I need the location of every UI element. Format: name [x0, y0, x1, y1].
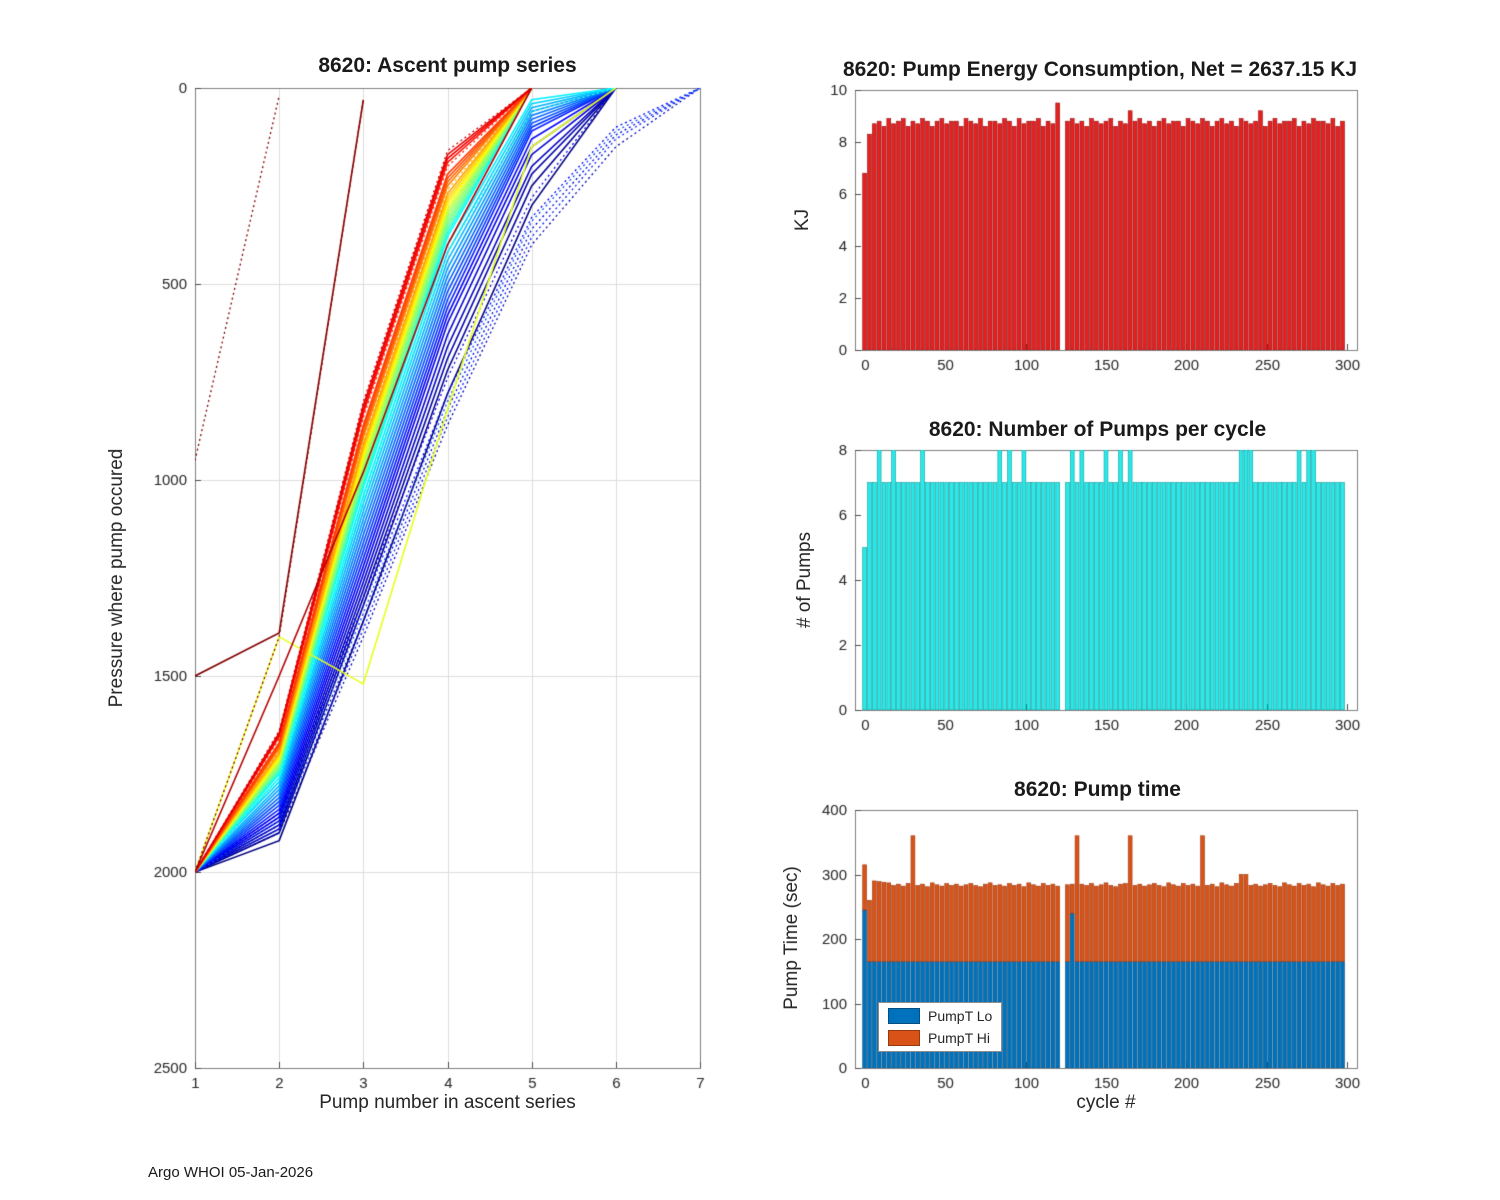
pumpt-lo-swatch-icon [888, 1008, 920, 1024]
figure-footer-text: Argo WHOI 05-Jan-2026 [148, 1164, 314, 1181]
pumptime-x-axis-label: cycle # [1076, 1092, 1136, 1113]
pumps-y-axis-label: # of Pumps [794, 531, 815, 629]
legend-item-pumpt-hi: PumpT Hi [888, 1030, 992, 1046]
energy-chart-canvas [795, 82, 1400, 382]
pumptime-legend: PumpT Lo PumpT Hi [878, 1002, 1003, 1052]
pumptime-chart-canvas [795, 802, 1400, 1102]
ascent-chart-title: 8620: Ascent pump series [318, 54, 577, 77]
pumptime-y-axis-label: Pump Time (sec) [781, 866, 802, 1010]
legend-item-pumpt-lo: PumpT Lo [888, 1008, 992, 1024]
ascent-y-axis-label: Pressure where pump occured [106, 448, 127, 708]
pumptime-chart-title: 8620: Pump time [1014, 778, 1181, 801]
pumps-chart-canvas [795, 442, 1400, 742]
energy-chart-title: 8620: Pump Energy Consumption, Net = 263… [842, 58, 1358, 81]
ascent-chart-canvas [100, 80, 740, 1110]
pumpt-lo-label: PumpT Lo [928, 1008, 993, 1024]
pumpt-hi-label: PumpT Hi [928, 1030, 990, 1046]
pumpt-hi-swatch-icon [888, 1030, 920, 1046]
energy-y-axis-label: KJ [792, 208, 813, 232]
ascent-x-axis-label: Pump number in ascent series [319, 1092, 576, 1113]
pumps-chart-title: 8620: Number of Pumps per cycle [928, 418, 1267, 441]
